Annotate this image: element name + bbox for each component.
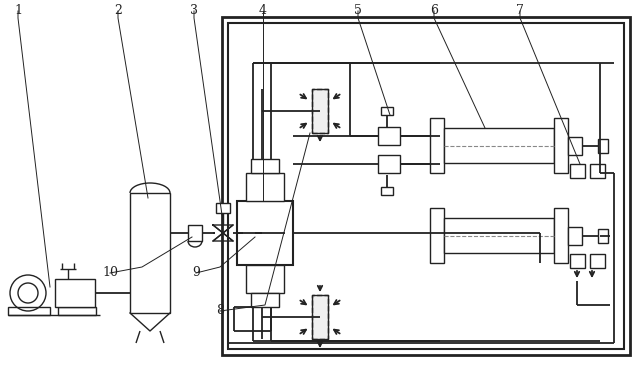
Bar: [222, 17, 630, 355]
Bar: [58, 307, 96, 315]
Bar: [216, 203, 230, 213]
Bar: [378, 155, 400, 173]
Bar: [130, 193, 170, 313]
Bar: [243, 226, 255, 240]
Bar: [444, 218, 554, 253]
Bar: [262, 226, 274, 240]
Text: 2: 2: [114, 4, 122, 18]
Bar: [598, 139, 608, 153]
Bar: [444, 128, 554, 163]
Text: 3: 3: [190, 4, 198, 18]
Bar: [8, 307, 50, 315]
Bar: [246, 265, 284, 293]
Bar: [251, 159, 279, 173]
Bar: [590, 254, 605, 268]
Text: 5: 5: [354, 4, 362, 18]
Bar: [554, 208, 568, 263]
Bar: [554, 118, 568, 173]
Bar: [381, 107, 393, 115]
Bar: [378, 127, 400, 145]
Bar: [312, 295, 328, 339]
Bar: [237, 201, 293, 265]
Text: 9: 9: [192, 266, 200, 279]
Bar: [188, 225, 202, 241]
Bar: [598, 229, 608, 243]
Bar: [228, 23, 624, 349]
Bar: [312, 89, 328, 133]
Bar: [251, 293, 279, 307]
Bar: [246, 173, 284, 201]
Bar: [590, 164, 605, 178]
Text: 1: 1: [14, 4, 22, 18]
Text: 4: 4: [259, 4, 267, 18]
Bar: [570, 164, 585, 178]
Bar: [430, 208, 444, 263]
Bar: [381, 187, 393, 195]
Bar: [55, 279, 95, 307]
Text: 10: 10: [102, 266, 118, 279]
Bar: [570, 254, 585, 268]
Text: 7: 7: [516, 4, 524, 18]
Text: 6: 6: [430, 4, 438, 18]
Text: 8: 8: [216, 304, 224, 317]
Bar: [568, 227, 582, 245]
Bar: [568, 137, 582, 155]
Bar: [430, 118, 444, 173]
